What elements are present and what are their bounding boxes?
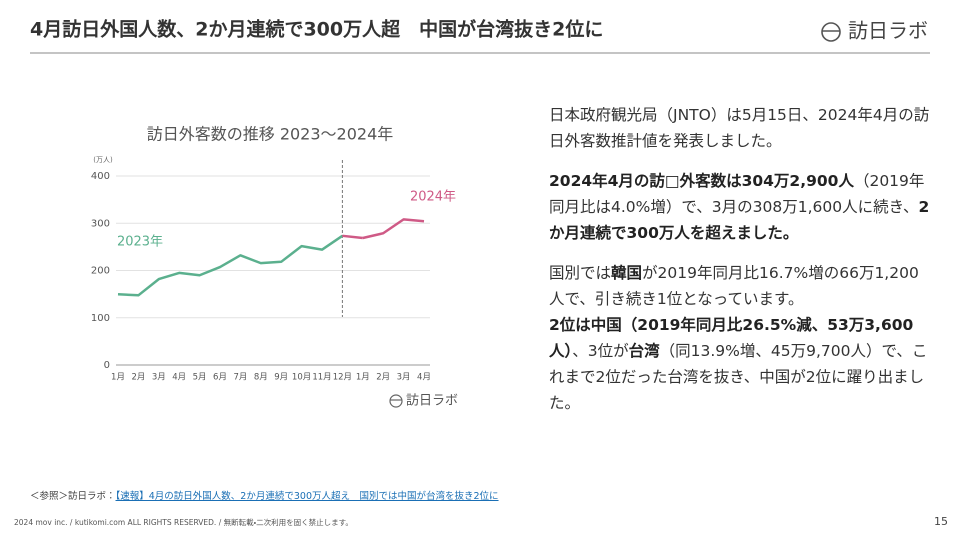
x-tick-label: 2月 bbox=[131, 373, 145, 383]
x-tick-label: 1月 bbox=[356, 373, 370, 383]
x-tick-label: 7月 bbox=[233, 373, 247, 383]
y-tick-label: 400 bbox=[91, 171, 110, 182]
bold-text: 台湾 bbox=[628, 342, 660, 360]
x-tick-label: 1月 bbox=[111, 373, 125, 383]
series-label: 2024年 bbox=[410, 190, 456, 205]
text: 、3位が bbox=[572, 342, 629, 360]
x-tick-label: 8月 bbox=[254, 373, 268, 383]
chart-title: 訪日外客数の推移 2023〜2024年 bbox=[147, 125, 394, 144]
text: （同13.9%増、45万9,700人）で、これまで2位だった台湾を抜き、中国が2… bbox=[549, 342, 928, 412]
bold-text: 韓国 bbox=[611, 264, 643, 282]
y-tick-label: 300 bbox=[91, 218, 110, 229]
paragraph: 日本政府観光局（JNTO）は5月15日、2024年4月の訪日外客数推計値を発表し… bbox=[549, 102, 933, 154]
x-tick-label: 10月 bbox=[292, 373, 311, 383]
x-tick-label: 5月 bbox=[193, 373, 207, 383]
text: 国別では bbox=[549, 264, 612, 282]
series-line bbox=[117, 234, 344, 297]
chart: 訪日外客数の推移 2023〜2024年 (万人) 0 100 200 300 400 1月 2月… bbox=[91, 125, 458, 409]
x-tick-label: 9月 bbox=[274, 373, 288, 383]
bold-text: 2024年4月の訪□外客数は304万2,900人 bbox=[549, 172, 854, 190]
header-title: 4月訪日外国人数、2か月連続で300万人超 中国が台湾抜き2位に bbox=[30, 18, 603, 41]
series-line bbox=[362, 218, 425, 240]
text: （2019年同月比は4.0%増）で、3月の308万1,600人に続き、 bbox=[549, 172, 925, 216]
x-tick-label: 6月 bbox=[213, 373, 227, 383]
y-tick-label: 200 bbox=[91, 266, 110, 277]
copyright: 2024 mov inc. / kutikomi.com ALL RIGHTS … bbox=[14, 518, 353, 527]
body-text: 日本政府観光局（JNTO）は5月15日、2024年4月の訪日外客数推計値を発表し… bbox=[549, 102, 933, 430]
x-tick-label: 11月 bbox=[312, 373, 331, 383]
series-connector bbox=[342, 234, 363, 240]
y-tick-label: 100 bbox=[91, 313, 110, 324]
header-logo: 訪日ラボ bbox=[848, 19, 928, 43]
text: が2019年同月比16.7%増の66万1,200人で、引き続き1位となっています… bbox=[549, 264, 919, 308]
x-tick-label: 3月 bbox=[152, 373, 166, 383]
paragraph: 2位は中国（2019年同月比26.5%減、53万3,600人）、3位が台湾（同1… bbox=[549, 312, 933, 416]
chart-logo: 訪日ラボ bbox=[406, 393, 458, 409]
text: 日本政府観光局（JNTO）は5月15日、2024年4月の訪日外客数推計値を発表し… bbox=[549, 106, 930, 150]
x-tick-label: 4月 bbox=[172, 373, 186, 383]
paragraph: 2024年4月の訪□外客数は304万2,900人（2019年同月比は4.0%増）… bbox=[549, 168, 933, 246]
bold-text: 2か月連続で300万人を超えました。 bbox=[549, 198, 930, 242]
chart-logo-icon bbox=[389, 394, 403, 408]
reference: ＜参照＞訪日ラボ：【速報】4月の訪日外国人数、2か月連続で300万人超え 国別で… bbox=[30, 488, 499, 502]
reference-link[interactable]: 【速報】4月の訪日外国人数、2か月連続で300万人超え 国別では中国が台湾を抜き… bbox=[115, 491, 499, 502]
paragraph: 国別では韓国が2019年同月比16.7%増の66万1,200人で、引き続き1位と… bbox=[549, 260, 933, 312]
page-number: 15 bbox=[934, 515, 948, 528]
reference-prefix: ＜参照＞訪日ラボ： bbox=[30, 491, 116, 502]
x-tick-label: 4月 bbox=[417, 373, 431, 383]
x-tick-label: 12月 bbox=[333, 373, 352, 383]
header-logo-icon bbox=[821, 22, 841, 42]
y-unit: (万人) bbox=[93, 156, 113, 164]
series-label: 2023年 bbox=[117, 235, 163, 250]
x-tick-label: 2月 bbox=[376, 373, 390, 383]
y-tick-label: 0 bbox=[104, 360, 110, 371]
bold-text: 2位は中国（2019年同月比26.5%減、53万3,600人） bbox=[549, 316, 914, 360]
x-tick-label: 3月 bbox=[397, 373, 411, 383]
